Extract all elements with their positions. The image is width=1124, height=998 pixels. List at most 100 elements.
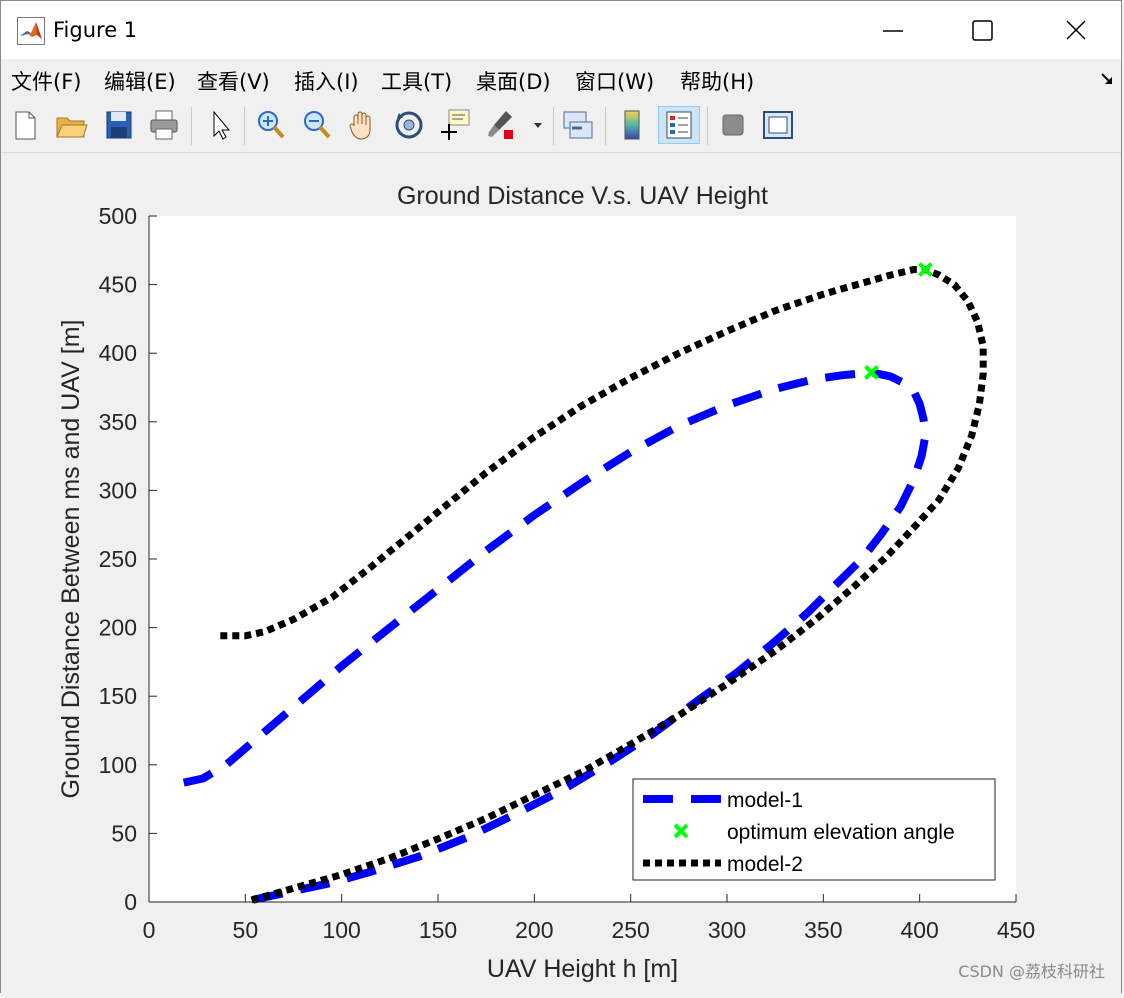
x-axis-label: UAV Height h [m] — [487, 955, 678, 983]
brush-button[interactable] — [484, 106, 520, 144]
x-tick-label: 400 — [900, 917, 938, 943]
menu-view[interactable]: 查看(V) — [197, 70, 270, 94]
series-model-1 — [182, 368, 930, 905]
y-tick-label: 100 — [99, 752, 137, 778]
figure-toolbar — [1, 99, 1121, 153]
menu-help[interactable]: 帮助(H) — [680, 70, 755, 94]
link-plot-button[interactable] — [560, 106, 596, 144]
optimum-marker — [918, 262, 933, 277]
legend-label-model-1: model-1 — [727, 789, 803, 812]
pointer-icon — [213, 110, 231, 140]
show-plot-tools-icon — [763, 111, 793, 139]
x-tick-label: 350 — [804, 917, 842, 943]
x-tick-label: 0 — [143, 917, 156, 943]
dock-arrow-icon[interactable] — [1099, 71, 1115, 87]
legend-button[interactable] — [658, 106, 700, 144]
open-button[interactable] — [53, 106, 89, 144]
menu-window[interactable]: 窗口(W) — [575, 70, 655, 94]
y-tick-label: 250 — [99, 546, 137, 572]
x-tick-label: 300 — [708, 917, 746, 943]
zoom-in-icon — [258, 111, 285, 139]
menu-file[interactable]: 文件(F) — [11, 70, 82, 94]
minimize-icon — [883, 30, 903, 32]
legend-label-optimum: optimum elevation angle — [727, 821, 955, 844]
x-tick-label: 150 — [419, 917, 457, 943]
x-tick-label: 50 — [233, 917, 259, 943]
toolbar-separator — [191, 107, 192, 145]
markers-layer — [864, 262, 933, 380]
window-title: Figure 1 — [53, 18, 138, 42]
menu-tools[interactable]: 工具(T) — [381, 70, 453, 94]
save-icon — [106, 111, 132, 139]
axes-layer: 0 50 100 150 200 250 300 350 400 450 0 50 100 150 200 2… — [99, 203, 1036, 943]
legend-swatch-optimum — [673, 823, 689, 839]
curves-layer — [182, 266, 987, 905]
legend-icon — [666, 111, 692, 139]
title-bar: Figure 1 — [1, 1, 1121, 59]
series-model-2 — [220, 266, 987, 904]
close-button[interactable] — [1031, 1, 1123, 59]
show-plot-tools-button[interactable] — [760, 106, 796, 144]
brush-dropdown[interactable] — [529, 106, 547, 144]
maximize-button[interactable] — [939, 1, 1031, 59]
toolbar-separator — [244, 107, 245, 145]
hide-plot-tools-button[interactable] — [715, 106, 751, 144]
y-axis-label: Ground Distance Between ms and UAV [m] — [57, 320, 85, 799]
print-icon — [150, 110, 178, 140]
maximize-icon — [972, 20, 993, 41]
optimum-marker — [864, 364, 879, 380]
pointer-button[interactable] — [202, 106, 238, 144]
y-tick-label: 450 — [99, 272, 137, 298]
menu-insert[interactable]: 插入(I) — [294, 70, 359, 94]
new-figure-button[interactable] — [7, 106, 43, 144]
watermark: CSDN @荔枝科研社 — [958, 962, 1105, 981]
y-tick-label: 300 — [99, 477, 137, 503]
print-button[interactable] — [146, 106, 182, 144]
save-button[interactable] — [101, 106, 137, 144]
y-tick-label: 150 — [99, 683, 137, 709]
toolbar-separator — [707, 107, 708, 145]
chart-svg: 0 50 100 150 200 250 300 350 400 450 0 50 100 150 200 2… — [57, 182, 1036, 983]
x-tick-label: 450 — [997, 917, 1035, 943]
rotate-3d-icon — [395, 111, 423, 139]
y-tick-label: 50 — [111, 820, 137, 846]
pan-hand-icon — [349, 111, 371, 140]
chevron-down-icon — [534, 123, 542, 128]
minimize-button[interactable] — [847, 1, 939, 59]
y-tick-label: 500 — [99, 203, 137, 229]
rotate-button[interactable] — [391, 106, 427, 144]
zoom-in-button[interactable] — [253, 106, 289, 144]
pan-button[interactable] — [345, 106, 381, 144]
toolbar-separator — [553, 107, 554, 145]
legend[interactable]: model-1 optimum elevation angle model-2 — [632, 778, 996, 881]
legend-label-model-2: model-2 — [727, 853, 803, 876]
hide-plot-tools-icon — [722, 114, 744, 136]
x-tick-label: 200 — [515, 917, 553, 943]
x-tick-label: 250 — [611, 917, 649, 943]
y-tick-label: 350 — [99, 409, 137, 435]
open-folder-icon — [56, 117, 88, 138]
y-tick-label: 0 — [124, 889, 137, 915]
legend-swatches — [643, 795, 721, 867]
x-tick-label: 100 — [322, 917, 360, 943]
menu-desktop[interactable]: 桌面(D) — [476, 70, 551, 94]
chart-title: Ground Distance V.s. UAV Height — [397, 182, 768, 210]
data-cursor-button[interactable] — [437, 106, 473, 144]
y-tick-label: 200 — [99, 615, 137, 641]
data-cursor-icon — [441, 109, 470, 140]
close-icon — [1066, 20, 1086, 40]
colorbar-icon — [624, 110, 640, 140]
colorbar-button[interactable] — [614, 106, 650, 144]
figure-canvas: 0 50 100 150 200 250 300 350 400 450 0 50 100 150 200 2… — [1, 153, 1121, 994]
toolbar-separator — [605, 107, 606, 145]
brush-icon — [488, 111, 513, 139]
matlab-logo-icon — [17, 17, 45, 45]
zoom-out-icon — [304, 111, 331, 139]
menu-edit[interactable]: 编辑(E) — [104, 70, 176, 94]
y-tick-label: 400 — [99, 340, 137, 366]
zoom-out-button[interactable] — [299, 106, 335, 144]
link-plot-icon — [563, 111, 593, 139]
new-figure-icon — [15, 111, 36, 140]
menu-bar: 文件(F) 编辑(E) 查看(V) 插入(I) 工具(T) 桌面(D) 窗口(W… — [1, 59, 1121, 99]
